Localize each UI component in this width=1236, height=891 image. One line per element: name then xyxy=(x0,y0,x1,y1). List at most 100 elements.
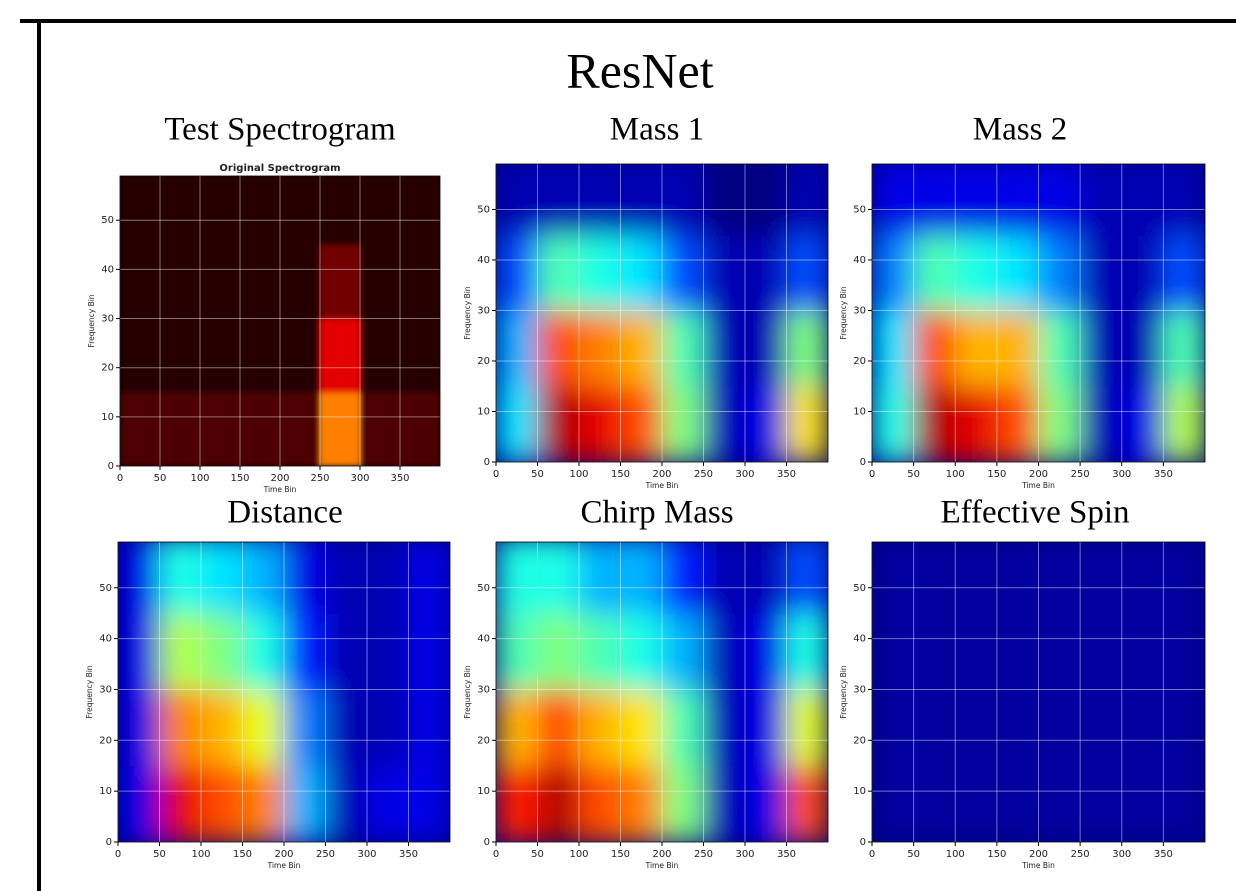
heatmap-cell xyxy=(360,319,401,393)
heatmap-cell xyxy=(284,537,326,614)
plot-area xyxy=(496,537,829,843)
x-tick-label: 300 xyxy=(735,469,754,480)
heatmap-cell xyxy=(787,766,829,843)
panel: Mass 105010015020025030035001020304050Ti… xyxy=(463,112,829,490)
x-tick-label: 350 xyxy=(390,473,409,484)
y-axis-label: Frequency Bin xyxy=(463,665,472,718)
heatmap-cell xyxy=(1080,537,1122,614)
x-tick-label: 0 xyxy=(115,849,121,860)
heatmap-cell xyxy=(538,386,580,462)
x-tick-label: 350 xyxy=(777,469,796,480)
heatmap-cell xyxy=(538,537,580,614)
heatmap-cell xyxy=(1080,386,1122,462)
heatmap-cell xyxy=(1039,613,1081,690)
x-tick-label: 300 xyxy=(1112,849,1131,860)
heatmap-cell xyxy=(704,689,746,766)
heatmap-cell xyxy=(1122,235,1164,311)
heatmap-cell xyxy=(997,766,1039,843)
heatmap-cell xyxy=(284,766,326,843)
panel-title: Effective Spin xyxy=(940,495,1129,531)
y-tick-label: 50 xyxy=(477,583,490,594)
x-tick-label: 300 xyxy=(735,849,754,860)
heatmap-cell xyxy=(745,159,787,235)
heatmap-cell xyxy=(1163,689,1205,766)
heatmap-cell xyxy=(120,171,161,245)
heatmap-cell xyxy=(787,159,829,235)
heatmap-cell xyxy=(538,235,580,311)
heatmap-cell xyxy=(160,689,202,766)
heatmap-cell xyxy=(243,766,285,843)
y-tick-label: 0 xyxy=(484,837,490,848)
x-tick-label: 150 xyxy=(611,849,630,860)
heatmap-cell xyxy=(955,613,997,690)
x-tick-label: 150 xyxy=(987,469,1006,480)
heatmap-cell xyxy=(118,689,160,766)
heatmap-cell xyxy=(662,613,704,690)
heatmap-cell xyxy=(367,766,409,843)
y-axis-label: Frequency Bin xyxy=(839,665,848,718)
y-tick-label: 0 xyxy=(106,837,112,848)
panel: Chirp Mass050100150200250300350010203040… xyxy=(463,495,829,870)
heatmap-cell xyxy=(1122,159,1164,235)
heatmap-cell xyxy=(496,159,538,235)
x-axis-label: Time Bin xyxy=(645,861,679,870)
heatmap-cell xyxy=(400,319,441,393)
heatmap-cell xyxy=(201,689,243,766)
heatmap-cell xyxy=(538,766,580,843)
heatmap-cell xyxy=(280,319,321,393)
y-tick-label: 40 xyxy=(101,264,114,275)
heatmap-cell xyxy=(914,159,956,235)
heatmap-cell xyxy=(662,689,704,766)
heatmap-cell xyxy=(621,159,663,235)
heatmap-cell xyxy=(955,689,997,766)
heatmap-cell xyxy=(320,171,361,245)
heatmap-cell xyxy=(997,235,1039,311)
heatmap-cell xyxy=(787,310,829,386)
heatmap-cell xyxy=(326,689,368,766)
heatmap-cell xyxy=(326,613,368,690)
heatmap-cell xyxy=(872,235,914,311)
x-tick-label: 150 xyxy=(230,473,249,484)
x-tick-label: 200 xyxy=(652,469,671,480)
heatmap-cell xyxy=(284,613,326,690)
heatmap-cell xyxy=(662,386,704,462)
heatmap-cell xyxy=(1039,159,1081,235)
heatmap-cell xyxy=(1122,766,1164,843)
y-tick-label: 30 xyxy=(477,684,490,695)
heatmap-cell xyxy=(787,235,829,311)
x-tick-label: 50 xyxy=(907,849,920,860)
heatmap-cell xyxy=(284,689,326,766)
heatmap-cell xyxy=(872,537,914,614)
x-tick-label: 300 xyxy=(350,473,369,484)
y-tick-label: 50 xyxy=(101,215,114,226)
y-tick-label: 40 xyxy=(99,634,112,645)
y-tick-label: 40 xyxy=(477,634,490,645)
y-tick-label: 0 xyxy=(484,457,490,468)
heatmap-cell xyxy=(997,159,1039,235)
plot-area xyxy=(118,537,451,843)
heatmap-cell xyxy=(872,159,914,235)
heatmap-cell xyxy=(662,310,704,386)
heatmap-cell xyxy=(914,310,956,386)
heatmap-cell xyxy=(787,613,829,690)
heatmap-cell xyxy=(1039,537,1081,614)
heatmap-cell xyxy=(360,392,401,466)
heatmap-cell xyxy=(621,235,663,311)
heatmap-cell xyxy=(872,689,914,766)
heatmap-cell xyxy=(409,689,451,766)
y-tick-label: 10 xyxy=(477,786,490,797)
heatmap-cell xyxy=(1163,386,1205,462)
heatmap-cell xyxy=(1080,689,1122,766)
x-tick-label: 100 xyxy=(569,469,588,480)
heatmap-cell xyxy=(662,159,704,235)
heatmap-cell xyxy=(538,310,580,386)
heatmap-cell xyxy=(1163,235,1205,311)
heatmap-cell xyxy=(538,159,580,235)
y-tick-label: 10 xyxy=(853,786,866,797)
heatmap-cell xyxy=(243,689,285,766)
heatmap-cell xyxy=(160,245,201,319)
x-tick-label: 150 xyxy=(233,849,252,860)
x-tick-label: 350 xyxy=(1154,849,1173,860)
y-tick-label: 0 xyxy=(108,461,114,472)
